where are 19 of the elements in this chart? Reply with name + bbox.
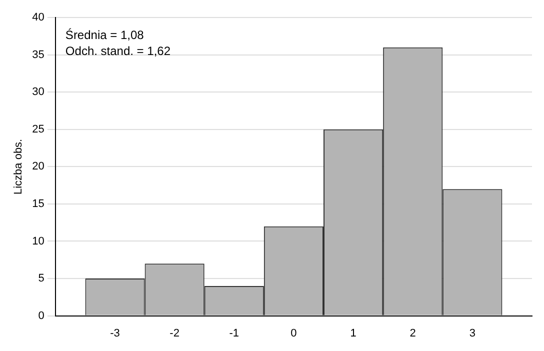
y-axis-title: Liczba obs. (12, 138, 25, 195)
x-tick-label: -3 (110, 327, 120, 340)
y-tick-label: 15 (32, 198, 44, 210)
y-tick-label: 5 (38, 272, 44, 285)
y-tick-label: 20 (32, 160, 44, 173)
annotation: Odch. stand. = 1,62 (65, 44, 171, 58)
y-tick-label: 35 (32, 48, 44, 61)
y-tick-label: 30 (32, 86, 44, 98)
y-tick-label: 25 (32, 123, 44, 136)
y-tick-label: 0 (38, 310, 44, 322)
x-tick-label: 2 (410, 327, 416, 340)
annotation: Średnia = 1,08 (65, 28, 144, 42)
x-tick-label: 3 (469, 327, 476, 340)
y-tick-label: 40 (32, 12, 44, 24)
x-tick-label: 1 (350, 327, 356, 340)
x-tick-label: 0 (290, 327, 297, 340)
y-tick-label: 10 (32, 235, 44, 248)
x-tick-label: -2 (170, 327, 180, 340)
x-tick-label: -1 (229, 327, 240, 340)
